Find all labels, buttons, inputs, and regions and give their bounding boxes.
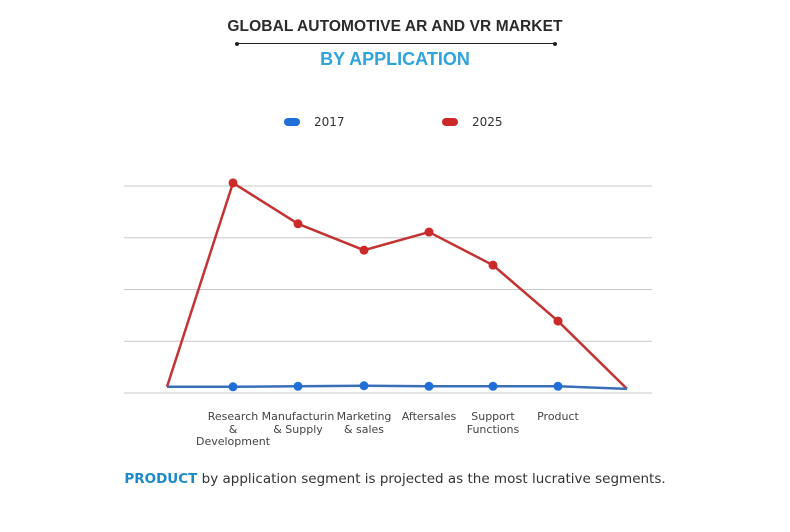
data-point-2025 [424, 227, 434, 237]
legend-label-2025: 2025 [472, 115, 503, 129]
x-tick-label: Support Functions [466, 410, 520, 436]
series-line-2025 [165, 181, 628, 390]
series-line-2017 [167, 384, 628, 391]
data-point-2025 [293, 219, 303, 229]
x-tick-label: Aftersales [401, 410, 457, 423]
legend-swatch-2017 [284, 118, 300, 126]
legend-swatch-2025 [442, 118, 458, 126]
data-point-2017 [293, 381, 303, 391]
data-point-2017 [553, 381, 563, 391]
legend-item-2025: 2025 [442, 115, 503, 129]
data-point-2017 [228, 382, 238, 392]
footer-highlight: PRODUCT [124, 471, 198, 487]
x-tick-label: Product [537, 410, 579, 423]
x-tick-label: Manufacturin & Supply [261, 410, 335, 436]
x-tick-label: Marketing & sales [336, 410, 392, 436]
chart-title: GLOBAL AUTOMOTIVE AR AND VR MARKET [227, 18, 563, 35]
title-divider [235, 41, 557, 46]
data-point-2025 [228, 178, 238, 188]
data-point-2025 [553, 316, 563, 326]
chart-subtitle: BY APPLICATION [320, 49, 470, 69]
footer-text: by application segment is projected as t… [197, 471, 666, 487]
data-point-2025 [488, 260, 498, 270]
footer-note: PRODUCT by application segment is projec… [0, 471, 790, 487]
data-point-2017 [359, 381, 369, 391]
data-point-2025 [359, 245, 369, 255]
x-tick-label: Research & Development [195, 410, 271, 448]
legend-item-2017: 2017 [284, 115, 345, 129]
data-point-2017 [488, 381, 498, 391]
legend-label-2017: 2017 [314, 115, 345, 129]
data-point-2017 [424, 381, 434, 391]
